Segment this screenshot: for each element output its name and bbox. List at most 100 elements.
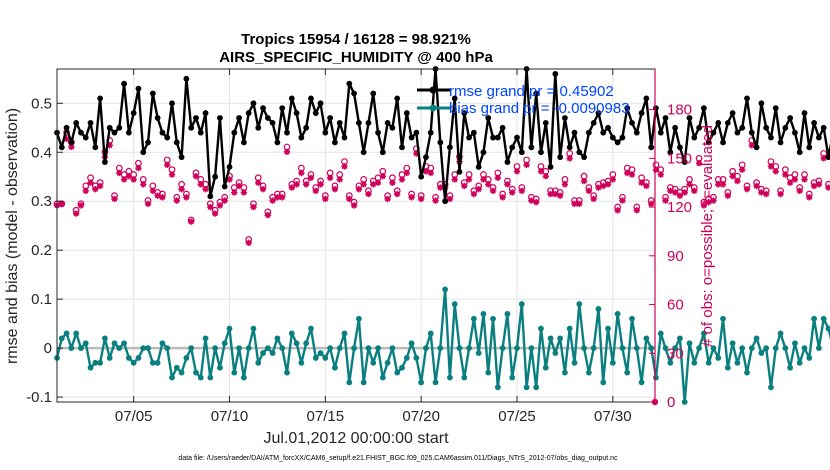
count-evaluated-marker [619,197,626,204]
y-tick-label-left: 0.4 [31,144,52,161]
count-evaluated-marker [695,160,703,167]
count-markers [53,128,830,406]
count-evaluated-marker [279,194,286,201]
rmse-point [825,154,830,161]
count-evaluated-marker [647,200,655,208]
rmse-point [279,105,286,112]
bias-point [787,364,794,371]
count-evaluated-marker [518,187,525,195]
count-evaluated-marker [643,182,650,190]
count-evaluated-marker [432,197,439,204]
count-evaluated-marker [135,164,142,172]
count-evaluated-marker [595,184,602,191]
bias-point [753,335,760,342]
bias-point [173,364,180,371]
bias-point [288,330,295,337]
count-evaluated-marker [585,187,593,195]
bias-point [427,330,434,337]
bias-point [97,359,104,366]
count-evaluated-marker [758,189,765,196]
count-evaluated-marker [700,202,708,209]
rmse-point [427,129,434,136]
bias-point [360,379,367,386]
bias-point [456,345,463,352]
bias-point [629,315,635,322]
bias-point [811,315,817,322]
rmse-point [360,149,367,156]
count-evaluated-marker [417,195,425,203]
bias-point [370,359,377,366]
bias-point [327,345,334,352]
bias-point [552,350,559,356]
rmse-point [336,119,343,126]
chart-title-line1: Tropics 15954 / 16128 = 98.921% [241,31,471,48]
rmse-point [576,149,583,156]
count-evaluated-marker [633,207,640,214]
rmse-line [55,67,830,203]
bias-point [336,345,343,352]
rmse-point [418,173,425,180]
rmse-point [470,129,477,136]
rmse-point [82,134,89,141]
bias-point [461,374,468,381]
bias-point [145,345,151,352]
rmse-point [518,149,525,156]
bias-point [346,379,353,386]
rmse-point [614,139,621,146]
count-evaluated-marker [68,143,75,151]
count-evaluated-marker [178,186,185,193]
bias-point [394,369,401,376]
rmse-point [643,95,650,102]
rmse-point [159,129,166,136]
y-axis-label-right: # of obs: o=possible; *=evaluated [699,125,716,347]
count-evaluated-marker [580,177,588,185]
rmse-point [106,124,113,131]
rmse-point [217,115,223,121]
rmse-point [312,110,319,116]
count-evaluated-marker [782,171,789,178]
bias-point [332,364,338,371]
bias-point [375,345,381,352]
bias-point [542,364,549,371]
bias-point [193,369,199,376]
count-evaluated-marker [159,194,166,201]
bias-point [389,345,396,352]
count-evaluated-marker [480,176,487,183]
rmse-point [178,154,185,161]
rmse-point [466,134,472,141]
rmse-point [135,85,142,92]
count-evaluated-marker [398,176,406,183]
bias-point [442,286,449,293]
x-tick-label: 07/25 [498,408,536,425]
count-evaluated-marker [609,176,617,183]
bias-point [475,350,482,356]
rmse-point [657,129,664,136]
bias-point [63,330,70,337]
count-evaluated-marker [691,187,698,195]
count-evaluated-marker [341,163,348,170]
rmse-point [308,95,314,102]
bias-point [264,345,271,352]
rmse-point [638,110,645,116]
count-evaluated-marker [657,171,664,178]
bias-point [744,369,750,376]
count-evaluated-marker [111,195,118,203]
count-evaluated-marker [571,200,578,208]
rmse-point [677,144,683,151]
count-evaluated-marker [374,179,382,186]
bias-point [236,345,242,352]
rmse-point [815,134,822,141]
rmse-point [715,119,722,126]
bias-point [447,374,453,381]
rmse-point [78,129,84,136]
bias-point [504,310,511,317]
footer-note: data file: /Users/raeder/DAI/ATM_forcXX/… [178,455,618,462]
rmse-point [73,119,80,126]
y-axis-label-left: rmse and bias (model - observation) [4,108,21,364]
bias-point [643,335,650,342]
bias-point [92,359,99,366]
rmse-point [609,134,616,141]
bias-point [600,379,607,386]
count-evaluated-marker [302,181,310,188]
count-evaluated-marker [494,174,502,182]
